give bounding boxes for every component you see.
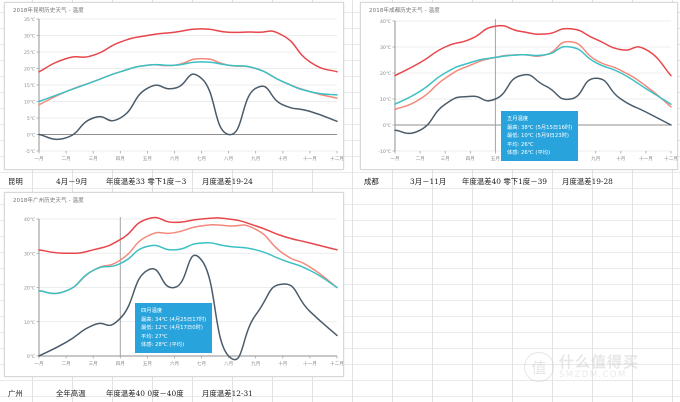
caption-monthly-range: 月度温差19-24 <box>202 176 253 186</box>
caption-season: 3月－11月 <box>410 176 447 186</box>
svg-text:二月: 二月 <box>61 361 70 367</box>
chart-title-guangzhou: 2018年广州历史天气 - 温度 <box>13 198 84 204</box>
svg-text:10℃: 10℃ <box>24 100 35 106</box>
svg-text:七月: 七月 <box>197 360 206 367</box>
tooltip-row-feel: 体感: 28℃ (平均) <box>141 341 185 348</box>
caption-season: 全年高温 <box>56 388 86 398</box>
chart-plot-kunming[interactable]: -5℃ 0℃ 5℃ 10℃ 15℃ 20℃ 25℃ 30℃ 35℃ 一月 二月 三月 四月 五月 六月 七月 八… <box>5 11 344 169</box>
svg-text:二月: 二月 <box>61 156 70 162</box>
svg-text:35℃: 35℃ <box>24 17 35 23</box>
caption-city: 广州 <box>8 388 23 398</box>
chart-title-kunming: 2018年昆明历史天气 - 温度 <box>13 8 84 14</box>
caption-guangzhou: 广州 全年高温 年度温差40 0度－40度 月度温差12-31 <box>4 385 344 401</box>
svg-text:30℃: 30℃ <box>24 34 35 40</box>
svg-text:30℃: 30℃ <box>380 45 391 51</box>
tooltip-chengdu: 五月温度 最高: 38℃ (5月15日16时) 最低: 10℃ (5月9日23时… <box>501 111 579 162</box>
chart-panel-kunming[interactable]: 2018年昆明历史天气 - 温度 -5℃ 0℃ 5℃ 10℃ 15℃ 20℃ 25℃ 30℃ 3… <box>4 2 344 170</box>
caption-chengdu: 成都 3月－11月 年度温差40 零下1度－39 月度温差19-28 <box>360 173 678 189</box>
caption-annual-range: 年度温差40 零下1度－39 <box>462 176 547 186</box>
svg-text:二月: 二月 <box>415 156 424 162</box>
svg-text:20℃: 20℃ <box>24 67 35 73</box>
svg-text:四月: 四月 <box>466 156 475 162</box>
tooltip-row-high: 最高: 38℃ (5月15日16时) <box>507 125 573 132</box>
tooltip-title: 五月温度 <box>507 116 529 122</box>
svg-text:六月: 六月 <box>170 155 179 162</box>
svg-text:十一月: 十一月 <box>303 360 317 367</box>
svg-text:六月: 六月 <box>170 360 179 367</box>
chart-plot-guangzhou[interactable]: 0℃ 10℃ 20℃ 30℃ 40℃ 一月 二月 三月 四月 五月 六月 七月 八月 九月 十月 十一月 十二月 <box>5 201 344 376</box>
tooltip-row-feel: 体感: 26℃ (平均) <box>507 149 551 156</box>
svg-text:25℃: 25℃ <box>24 50 35 56</box>
tooltip-row-avg: 平均: 26℃ <box>507 141 534 148</box>
svg-text:八月: 八月 <box>224 156 233 162</box>
svg-text:五月: 五月 <box>143 156 152 162</box>
caption-monthly-range: 月度温差12-31 <box>202 388 253 398</box>
svg-text:15℃: 15℃ <box>24 83 35 89</box>
svg-text:五月: 五月 <box>143 361 152 367</box>
chart-title-chengdu: 2018年成都历史天气 - 温度 <box>369 8 440 14</box>
svg-text:十一月: 十一月 <box>303 155 317 162</box>
svg-text:九月: 九月 <box>251 155 260 162</box>
tooltip-row-avg: 平均: 27℃ <box>141 333 168 340</box>
svg-text:九月: 九月 <box>591 155 600 162</box>
tooltip-guangzhou: 四月温度 最高: 34℃ (4月25日17时) 最低: 12℃ (4月17日0时… <box>135 303 213 354</box>
tooltip-title: 四月温度 <box>141 308 163 314</box>
svg-text:0℃: 0℃ <box>27 133 35 139</box>
svg-text:十月: 十月 <box>278 360 287 367</box>
svg-text:10℃: 10℃ <box>24 320 35 326</box>
svg-text:八月: 八月 <box>224 361 233 367</box>
svg-text:十月: 十月 <box>278 155 287 162</box>
svg-text:20℃: 20℃ <box>380 71 391 77</box>
svg-text:5℃: 5℃ <box>27 116 35 122</box>
caption-kunming: 昆明 4月－9月 年度温差33 零下1度－3 月度温差19-24 <box>4 173 344 189</box>
caption-city: 成都 <box>364 176 379 186</box>
svg-text:十一月: 十一月 <box>639 155 653 162</box>
svg-text:-10℃: -10℃ <box>378 149 391 155</box>
tooltip-row-high: 最高: 34℃ (4月25日17时) <box>141 317 207 324</box>
svg-text:一月: 一月 <box>34 156 43 162</box>
caption-annual-range: 年度温差40 0度－40度 <box>106 388 184 398</box>
svg-text:-5℃: -5℃ <box>25 149 35 155</box>
svg-text:十二月: 十二月 <box>664 155 678 162</box>
chart-panel-chengdu[interactable]: 2018年成都历史天气 - 温度 -10℃ 0℃ 10℃ 20℃ 30℃ 40℃ 一月 二月 三… <box>360 2 678 170</box>
tooltip-row-low: 最低: 12℃ (4月17日0时) <box>141 325 203 332</box>
svg-text:十二月: 十二月 <box>330 360 344 367</box>
svg-text:五月: 五月 <box>491 156 500 162</box>
svg-text:0℃: 0℃ <box>27 354 35 360</box>
svg-text:四月: 四月 <box>116 361 125 367</box>
svg-text:三月: 三月 <box>89 156 98 162</box>
svg-text:40℃: 40℃ <box>24 217 35 223</box>
svg-text:三月: 三月 <box>441 156 450 162</box>
svg-text:十二月: 十二月 <box>330 155 344 162</box>
svg-text:九月: 九月 <box>251 360 260 367</box>
svg-text:七月: 七月 <box>197 155 206 162</box>
chart-panel-guangzhou[interactable]: 2018年广州历史天气 - 温度 0℃ 10℃ 20℃ 30℃ 40℃ 一月 二月 三月 四月 五… <box>4 192 344 377</box>
svg-text:20℃: 20℃ <box>24 286 35 292</box>
svg-text:10℃: 10℃ <box>380 97 391 103</box>
svg-text:40℃: 40℃ <box>380 19 391 25</box>
tooltip-row-low: 最低: 10℃ (5月9日23时) <box>507 133 569 140</box>
svg-text:30℃: 30℃ <box>24 251 35 257</box>
caption-city: 昆明 <box>8 176 23 186</box>
caption-monthly-range: 月度温差19-28 <box>562 176 613 186</box>
svg-text:0℃: 0℃ <box>383 123 391 129</box>
svg-text:一月: 一月 <box>390 156 399 162</box>
svg-text:四月: 四月 <box>116 156 125 162</box>
svg-text:十月: 十月 <box>616 155 625 162</box>
svg-text:三月: 三月 <box>89 361 98 367</box>
svg-text:一月: 一月 <box>34 361 43 367</box>
caption-season: 4月－9月 <box>56 176 88 186</box>
caption-annual-range: 年度温差33 零下1度－3 <box>106 176 187 186</box>
